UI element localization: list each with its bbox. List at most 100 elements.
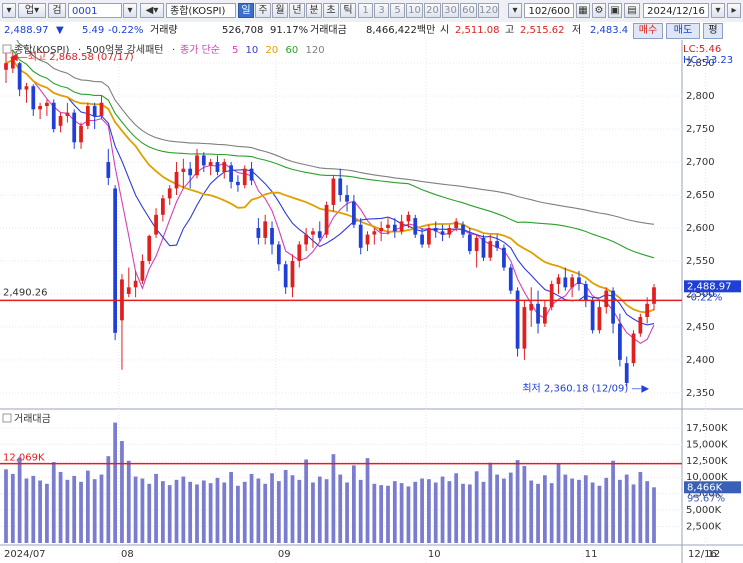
interval-button-5[interactable]: 5 bbox=[390, 3, 405, 18]
current-price: 2,488.97 bbox=[4, 25, 49, 36]
volume-tick-label: 17,500K bbox=[686, 423, 728, 434]
candle-body bbox=[365, 234, 370, 245]
candle-body bbox=[249, 168, 254, 181]
candle-body bbox=[45, 102, 49, 107]
current-volume-ratio-label: 95.67% bbox=[687, 493, 725, 504]
down-arrow-icon: ▼ bbox=[56, 25, 64, 36]
candle-body bbox=[311, 231, 315, 235]
candle-body bbox=[358, 224, 363, 248]
candle-body bbox=[24, 86, 29, 90]
candle-body bbox=[495, 241, 499, 248]
date-dropdown-icon[interactable]: ▾ bbox=[711, 3, 725, 18]
candle-body bbox=[549, 284, 554, 308]
x-axis-label: 2024/07 bbox=[4, 549, 46, 560]
volume-value: 526,708 bbox=[222, 25, 264, 36]
next-icon[interactable]: ▸ bbox=[727, 3, 741, 18]
volume-bar bbox=[338, 474, 343, 543]
x-axis-label: 10 bbox=[428, 549, 441, 560]
buy-button[interactable]: 매수 bbox=[633, 23, 663, 39]
candle-body bbox=[167, 188, 172, 199]
price-tick-label: 2,650 bbox=[686, 190, 715, 201]
market-select-button[interactable]: 업▾ bbox=[18, 3, 46, 18]
volume-bar bbox=[120, 441, 124, 543]
refresh-icon[interactable]: ▦ bbox=[576, 3, 590, 18]
volume-tick-label: 15,000K bbox=[686, 439, 728, 450]
volume-bar bbox=[215, 477, 220, 543]
candle-body bbox=[406, 214, 411, 222]
candle-body bbox=[195, 155, 199, 176]
volume-bar bbox=[38, 480, 42, 543]
candle-body bbox=[529, 303, 534, 311]
period-tab-4[interactable]: 분 bbox=[306, 3, 322, 18]
candle-body bbox=[304, 234, 309, 245]
period-tab-5[interactable]: 초 bbox=[323, 3, 339, 18]
volume-bar bbox=[283, 469, 288, 543]
price-tick-label: 2,800 bbox=[686, 91, 715, 102]
eval-button[interactable]: 평 bbox=[703, 23, 723, 39]
volume-bar bbox=[529, 480, 534, 543]
settings-icon[interactable]: ⚙ bbox=[592, 3, 606, 18]
x-axis-label: 11 bbox=[585, 549, 598, 560]
candle-body bbox=[236, 181, 240, 186]
volume-bar bbox=[570, 478, 575, 543]
code-dropdown-icon[interactable]: ▾ bbox=[123, 3, 137, 18]
period-tab-2[interactable]: 월 bbox=[272, 3, 288, 18]
volume-bar bbox=[481, 481, 486, 543]
candle-body bbox=[467, 234, 472, 252]
sound-icon[interactable]: ◀▾ bbox=[140, 3, 164, 18]
period-tab-1[interactable]: 주 bbox=[255, 3, 271, 18]
save-icon[interactable]: ▣ bbox=[608, 3, 622, 18]
candle-body bbox=[338, 178, 343, 196]
interval-button-10[interactable]: 10 bbox=[406, 3, 423, 18]
period-tab-6[interactable]: 틱 bbox=[340, 3, 356, 18]
candle-body bbox=[454, 221, 459, 228]
period-tab-3[interactable]: 년 bbox=[289, 3, 305, 18]
volume-bar bbox=[488, 462, 493, 543]
candle-body bbox=[17, 63, 22, 90]
candle-body bbox=[604, 290, 609, 308]
calendar-icon[interactable]: ▤ bbox=[624, 3, 640, 18]
volume-bar bbox=[79, 481, 83, 543]
period-tab-0[interactable]: 일 bbox=[238, 3, 254, 18]
amount-label: 거래대금 bbox=[310, 25, 347, 36]
candle-body bbox=[624, 363, 629, 383]
date-input[interactable]: 2024/12/16 bbox=[643, 3, 709, 18]
search-button[interactable]: 검 bbox=[48, 3, 66, 18]
candle-body bbox=[290, 260, 295, 288]
legend-checkbox[interactable] bbox=[2, 44, 12, 54]
candle-body bbox=[481, 237, 486, 258]
interval-button-30[interactable]: 30 bbox=[442, 3, 459, 18]
low-label: 저 bbox=[572, 25, 582, 36]
interval-button-120[interactable]: 120 bbox=[478, 3, 499, 18]
candle-body bbox=[85, 106, 90, 126]
volume-bar bbox=[297, 479, 302, 543]
sell-button[interactable]: 매도 bbox=[666, 23, 700, 39]
volume-bar bbox=[65, 479, 70, 543]
interval-dropdown-icon[interactable]: ▾ bbox=[508, 3, 522, 18]
moving-average-lines bbox=[5, 40, 655, 345]
candle-body bbox=[461, 224, 465, 235]
candle-body bbox=[58, 115, 63, 126]
high-label: 고 bbox=[505, 25, 515, 36]
chart-legend: 종합(KOSPI) · 500억봉 강세패턴 · 종가 단순 5 10 20 60 12… bbox=[2, 44, 733, 66]
x-axis-last-label: 12/16 bbox=[688, 549, 717, 560]
volume-bar bbox=[365, 458, 370, 543]
volume-bar bbox=[467, 484, 472, 543]
interval-button-3[interactable]: 3 bbox=[374, 3, 389, 18]
menu-arrow-button[interactable]: ▾ bbox=[2, 3, 16, 18]
interval-button-1[interactable]: 1 bbox=[358, 3, 373, 18]
candle-body bbox=[270, 228, 274, 245]
stock-name-field: 종합(KOSPI) bbox=[166, 3, 236, 18]
count-field[interactable]: 102/600 bbox=[524, 3, 574, 18]
interval-button-60[interactable]: 60 bbox=[460, 3, 477, 18]
code-input[interactable]: 0001 bbox=[68, 3, 122, 18]
volume-bar bbox=[392, 481, 397, 543]
interval-button-20[interactable]: 20 bbox=[424, 3, 441, 18]
price-chart[interactable]: 2,350 2,400 2,450 2,500 2,550 2,600 2,650 2,700… bbox=[0, 40, 743, 563]
legend-ma-20: 20 bbox=[266, 45, 279, 56]
candle-body bbox=[351, 201, 356, 225]
price-tick-label: 2,350 bbox=[686, 388, 715, 399]
price-change-pct: -0.22% bbox=[108, 25, 144, 36]
chart-background bbox=[0, 40, 743, 563]
